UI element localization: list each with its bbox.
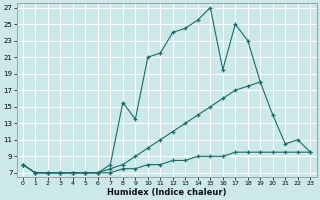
X-axis label: Humidex (Indice chaleur): Humidex (Indice chaleur) <box>107 188 226 197</box>
